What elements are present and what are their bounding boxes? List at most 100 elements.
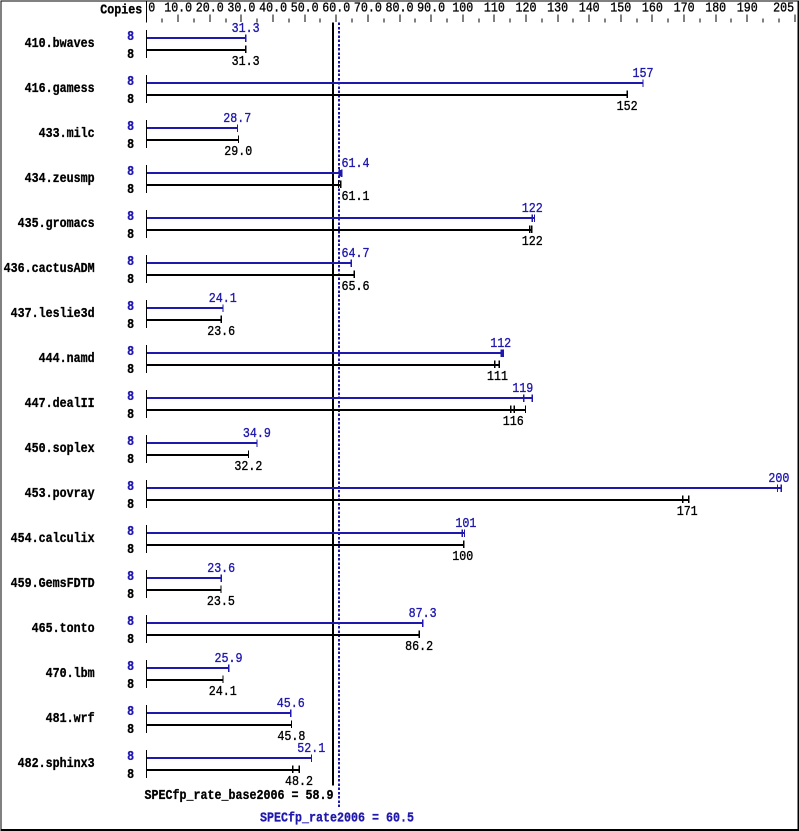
svg-text:8: 8 — [127, 93, 134, 108]
svg-text:8: 8 — [127, 525, 134, 540]
svg-text:8: 8 — [127, 300, 134, 315]
svg-text:112: 112 — [490, 337, 511, 352]
svg-text:8: 8 — [127, 633, 134, 648]
svg-text:444.namd: 444.namd — [39, 351, 95, 367]
svg-text:111: 111 — [487, 370, 508, 385]
svg-text:180: 180 — [705, 1, 726, 16]
svg-text:80.0: 80.0 — [386, 1, 414, 16]
svg-text:8: 8 — [127, 273, 134, 288]
svg-text:8: 8 — [127, 210, 134, 225]
svg-text:110: 110 — [484, 1, 505, 16]
svg-text:8: 8 — [127, 120, 134, 135]
svg-text:465.tonto: 465.tonto — [32, 622, 95, 637]
svg-text:8: 8 — [127, 498, 134, 513]
svg-text:10.0: 10.0 — [164, 1, 192, 16]
svg-text:100: 100 — [452, 550, 473, 565]
svg-text:8: 8 — [127, 48, 134, 63]
svg-text:8: 8 — [127, 183, 134, 198]
svg-text:434.zeusmp: 434.zeusmp — [25, 172, 95, 187]
svg-text:157: 157 — [633, 67, 654, 82]
svg-text:25.9: 25.9 — [215, 652, 243, 667]
svg-text:470.lbm: 470.lbm — [46, 666, 95, 682]
svg-text:87.3: 87.3 — [409, 607, 437, 622]
svg-text:205: 205 — [773, 1, 794, 16]
svg-text:160: 160 — [642, 1, 663, 16]
svg-text:454.calculix: 454.calculix — [11, 531, 95, 547]
svg-text:8: 8 — [127, 435, 134, 450]
svg-text:8: 8 — [127, 453, 134, 468]
svg-text:8: 8 — [127, 570, 134, 585]
svg-text:31.3: 31.3 — [232, 55, 260, 70]
svg-text:20.0: 20.0 — [196, 1, 224, 16]
svg-text:61.1: 61.1 — [342, 190, 370, 205]
svg-text:433.milc: 433.milc — [39, 126, 95, 142]
svg-text:31.3: 31.3 — [232, 22, 260, 37]
svg-text:152: 152 — [617, 100, 638, 115]
svg-text:482.sphinx3: 482.sphinx3 — [18, 756, 95, 772]
svg-text:45.6: 45.6 — [277, 697, 305, 712]
svg-text:8: 8 — [127, 660, 134, 675]
svg-text:130: 130 — [547, 1, 568, 16]
svg-text:24.1: 24.1 — [209, 292, 237, 307]
svg-text:8: 8 — [127, 723, 134, 738]
svg-text:410.bwaves: 410.bwaves — [25, 36, 95, 52]
svg-text:453.povray: 453.povray — [25, 487, 96, 502]
svg-text:200: 200 — [768, 472, 789, 487]
svg-text:SPECfp_rate_base2006 = 58.9: SPECfp_rate_base2006 = 58.9 — [145, 788, 334, 804]
svg-text:50.0: 50.0 — [291, 1, 319, 16]
svg-text:436.cactusADM: 436.cactusADM — [4, 262, 95, 277]
svg-text:48.2: 48.2 — [285, 775, 313, 790]
svg-text:8: 8 — [127, 165, 134, 180]
svg-text:8: 8 — [127, 588, 134, 603]
svg-text:481.wrf: 481.wrf — [46, 711, 95, 727]
svg-text:8: 8 — [127, 408, 134, 423]
svg-text:122: 122 — [522, 202, 543, 217]
svg-text:8: 8 — [127, 345, 134, 360]
svg-text:190: 190 — [737, 1, 758, 16]
svg-text:171: 171 — [677, 505, 698, 520]
svg-text:170: 170 — [674, 1, 695, 16]
svg-text:8: 8 — [127, 363, 134, 378]
svg-text:8: 8 — [127, 678, 134, 693]
svg-text:116: 116 — [503, 415, 524, 430]
svg-text:416.gamess: 416.gamess — [25, 82, 95, 97]
svg-text:40.0: 40.0 — [259, 1, 287, 16]
svg-text:61.4: 61.4 — [342, 157, 370, 172]
svg-text:65.6: 65.6 — [342, 280, 370, 295]
svg-text:8: 8 — [127, 768, 134, 783]
svg-text:SPECfp_rate2006 = 60.5: SPECfp_rate2006 = 60.5 — [260, 810, 414, 826]
svg-text:8: 8 — [127, 390, 134, 405]
svg-text:30.0: 30.0 — [227, 1, 255, 16]
svg-text:32.2: 32.2 — [234, 460, 262, 475]
svg-text:120: 120 — [516, 1, 537, 16]
svg-text:119: 119 — [512, 382, 533, 397]
svg-text:122: 122 — [522, 235, 543, 250]
svg-text:45.8: 45.8 — [277, 730, 305, 745]
svg-text:437.leslie3d: 437.leslie3d — [11, 306, 95, 322]
svg-text:23.6: 23.6 — [207, 562, 235, 577]
svg-text:90.0: 90.0 — [417, 1, 445, 16]
svg-text:34.9: 34.9 — [243, 427, 271, 442]
svg-text:140: 140 — [579, 1, 600, 16]
svg-text:459.GemsFDTD: 459.GemsFDTD — [11, 577, 95, 592]
svg-text:86.2: 86.2 — [405, 640, 433, 655]
svg-text:8: 8 — [127, 75, 134, 90]
svg-text:8: 8 — [127, 543, 134, 558]
svg-text:70.0: 70.0 — [354, 1, 382, 16]
svg-text:24.1: 24.1 — [209, 685, 237, 700]
svg-text:447.dealII: 447.dealII — [25, 396, 95, 412]
svg-text:100: 100 — [452, 1, 473, 16]
svg-text:150: 150 — [610, 1, 631, 16]
svg-text:8: 8 — [127, 705, 134, 720]
svg-text:Copies: Copies — [100, 3, 142, 19]
svg-text:8: 8 — [127, 750, 134, 765]
svg-text:101: 101 — [455, 517, 476, 532]
svg-text:8: 8 — [127, 228, 134, 243]
svg-text:64.7: 64.7 — [342, 247, 370, 262]
svg-text:29.0: 29.0 — [224, 145, 252, 160]
svg-text:52.1: 52.1 — [297, 742, 325, 757]
svg-text:60.0: 60.0 — [322, 1, 350, 16]
svg-text:8: 8 — [127, 318, 134, 333]
svg-text:8: 8 — [127, 615, 134, 630]
svg-text:0: 0 — [148, 1, 155, 16]
